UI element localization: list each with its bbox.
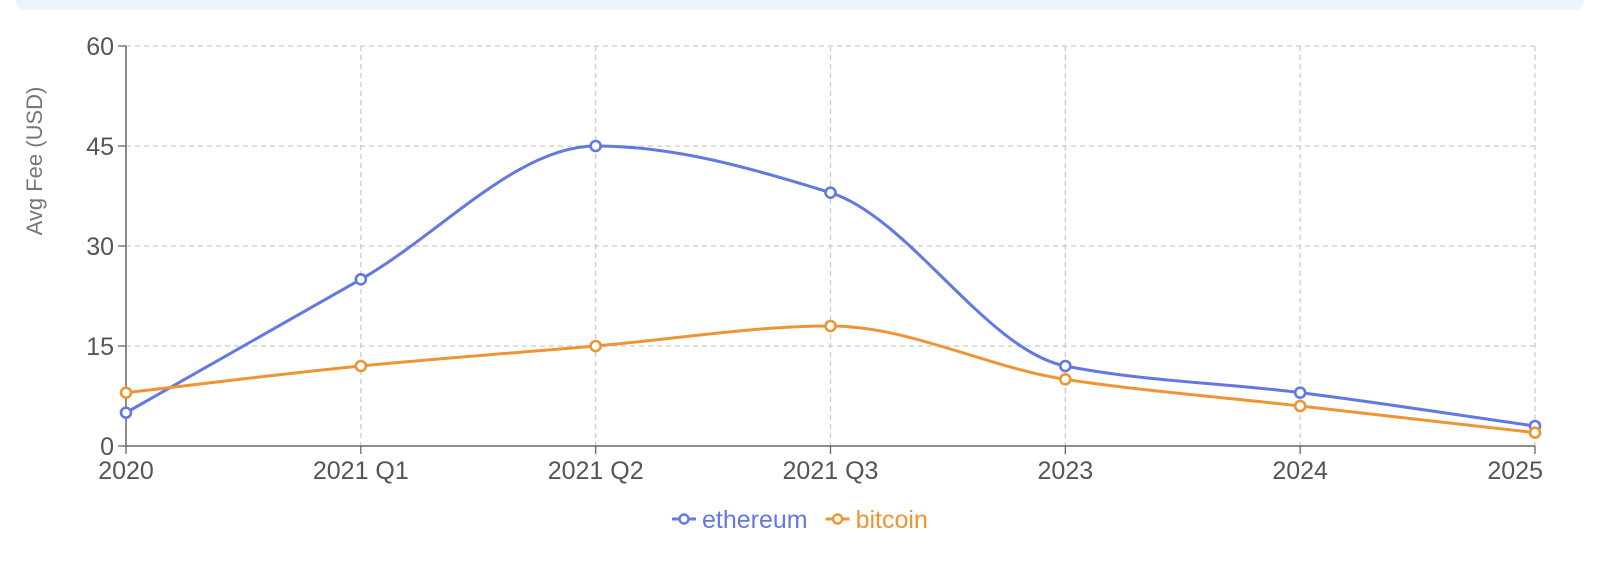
y-tick-label: 15 <box>86 333 114 361</box>
legend-marker-icon <box>831 513 844 525</box>
legend-item-ethereum[interactable]: ethereum <box>672 506 808 534</box>
x-tick-label: 2021 Q1 <box>313 457 409 485</box>
x-tick-label: 2021 Q2 <box>548 457 644 485</box>
data-point-ethereum[interactable] <box>354 273 368 286</box>
x-tick-label: 2024 <box>1272 457 1328 485</box>
data-point-bitcoin[interactable] <box>1293 399 1307 413</box>
series-bitcoin <box>119 319 1542 439</box>
x-tick-label: 2023 <box>1038 457 1094 485</box>
y-tick-label: 30 <box>86 233 114 261</box>
data-point-bitcoin[interactable] <box>354 359 368 373</box>
legend-marker-icon <box>678 513 690 525</box>
data-point-bitcoin[interactable] <box>119 386 133 399</box>
legend[interactable]: ethereum bitcoin <box>672 506 928 534</box>
axes: 0 15 30 45 60 2020 2021 Q1 2021 Q2 2021 Q3 2023 20… <box>86 33 1543 485</box>
x-tick-label: 2021 Q3 <box>783 457 879 485</box>
legend-item-bitcoin[interactable]: bitcoin <box>825 506 928 534</box>
data-point-bitcoin[interactable] <box>589 339 602 353</box>
series <box>119 139 1542 439</box>
legend-label: ethereum <box>702 506 808 534</box>
legend-label: bitcoin <box>856 506 928 534</box>
y-tick-label: 60 <box>86 33 114 61</box>
data-point-ethereum[interactable] <box>824 186 837 199</box>
y-axis-title: Avg Fee (USD) <box>22 87 47 236</box>
y-tick-label: 45 <box>86 133 114 161</box>
data-point-ethereum[interactable] <box>1059 359 1072 373</box>
data-point-bitcoin[interactable] <box>1059 373 1072 386</box>
data-point-ethereum[interactable] <box>589 139 602 153</box>
data-point-ethereum[interactable] <box>1293 386 1307 399</box>
x-tick-label: 2025 <box>1487 457 1543 485</box>
series-ethereum <box>119 139 1542 433</box>
y-tick-label: 0 <box>100 433 114 461</box>
data-point-bitcoin[interactable] <box>824 319 837 333</box>
data-point-bitcoin[interactable] <box>1528 426 1542 439</box>
data-point-ethereum[interactable] <box>119 406 133 419</box>
x-tick-label: 2020 <box>98 457 154 485</box>
top-banner <box>16 0 1584 10</box>
grid <box>126 45 1536 446</box>
